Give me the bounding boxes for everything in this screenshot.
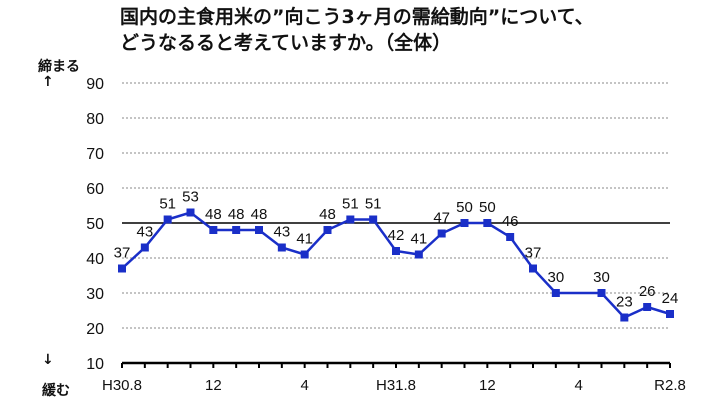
data-point xyxy=(323,226,332,234)
y-label-bottom: 緩む xyxy=(42,383,70,399)
data-label: 48 xyxy=(251,206,268,223)
data-label: 51 xyxy=(159,196,176,213)
data-label: 42 xyxy=(388,227,405,244)
data-label: 43 xyxy=(136,224,153,241)
data-point xyxy=(643,303,652,311)
y-tick-label: 90 xyxy=(86,76,104,93)
data-point xyxy=(255,226,263,234)
y-tick-label: 60 xyxy=(86,181,104,198)
data-label: 41 xyxy=(296,231,313,248)
chart-title: 国内の主食用米の”向こう3ヶ月の需給動向”について、 どうなるると考えていますか… xyxy=(120,4,594,56)
data-point xyxy=(140,243,149,252)
data-point xyxy=(277,243,286,252)
data-point xyxy=(346,215,355,224)
data-label: 26 xyxy=(639,283,656,300)
data-point xyxy=(437,229,446,238)
data-point xyxy=(369,215,378,224)
data-label: 46 xyxy=(502,213,519,230)
data-point xyxy=(529,264,537,273)
data-label: 30 xyxy=(593,269,610,286)
data-point xyxy=(666,310,674,318)
data-point xyxy=(597,289,606,297)
y-tick-label: 40 xyxy=(86,251,104,268)
data-point xyxy=(232,226,241,234)
y-tick-label: 70 xyxy=(86,146,104,163)
data-label: 48 xyxy=(228,206,245,223)
data-label: 47 xyxy=(433,210,450,227)
data-label: 30 xyxy=(547,269,564,286)
title-line-1: 国内の主食用米の”向こう3ヶ月の需給動向”について、 xyxy=(120,6,594,28)
data-point xyxy=(163,215,172,224)
data-point xyxy=(392,247,400,255)
data-point xyxy=(209,226,218,234)
data-point xyxy=(460,219,469,227)
data-label: 37 xyxy=(525,245,542,262)
data-label: 48 xyxy=(205,206,222,223)
data-point xyxy=(483,219,492,227)
x-tick-label: H30.8 xyxy=(102,377,142,394)
data-point xyxy=(551,289,560,297)
y-tick-label: 20 xyxy=(86,321,104,338)
data-point xyxy=(118,264,126,273)
data-point xyxy=(186,208,195,217)
data-label: 53 xyxy=(182,189,199,206)
x-tick-label: 4 xyxy=(574,377,582,394)
data-point xyxy=(506,233,515,241)
x-tick-label: 12 xyxy=(479,377,496,394)
data-label: 50 xyxy=(456,199,473,216)
data-label: 23 xyxy=(616,294,633,311)
data-label: 24 xyxy=(662,290,679,307)
data-point xyxy=(300,250,309,259)
y-label-top: 締まる xyxy=(38,59,80,75)
data-label: 50 xyxy=(479,199,496,216)
data-point xyxy=(414,250,423,259)
data-label: 48 xyxy=(319,206,336,223)
y-tick-label: 10 xyxy=(86,356,104,373)
x-tick-label: 12 xyxy=(205,377,222,394)
y-tick-label: 30 xyxy=(86,286,104,303)
data-label: 51 xyxy=(342,196,359,213)
data-label: 37 xyxy=(114,245,131,262)
data-label: 51 xyxy=(365,196,382,213)
arrow-down-icon: ↓ xyxy=(42,352,54,368)
x-tick-label: R2.8 xyxy=(654,377,686,394)
data-point xyxy=(620,313,629,322)
y-tick-label: 50 xyxy=(86,216,104,233)
x-tick-label: 4 xyxy=(300,377,308,394)
arrow-up-icon: ↑ xyxy=(42,74,54,90)
data-label: 41 xyxy=(410,231,427,248)
data-label: 43 xyxy=(273,224,290,241)
y-tick-label: 80 xyxy=(86,111,104,128)
x-tick-label: H31.8 xyxy=(376,377,416,394)
title-line-2: どうなるると考えていますか。（全体） xyxy=(120,32,452,54)
